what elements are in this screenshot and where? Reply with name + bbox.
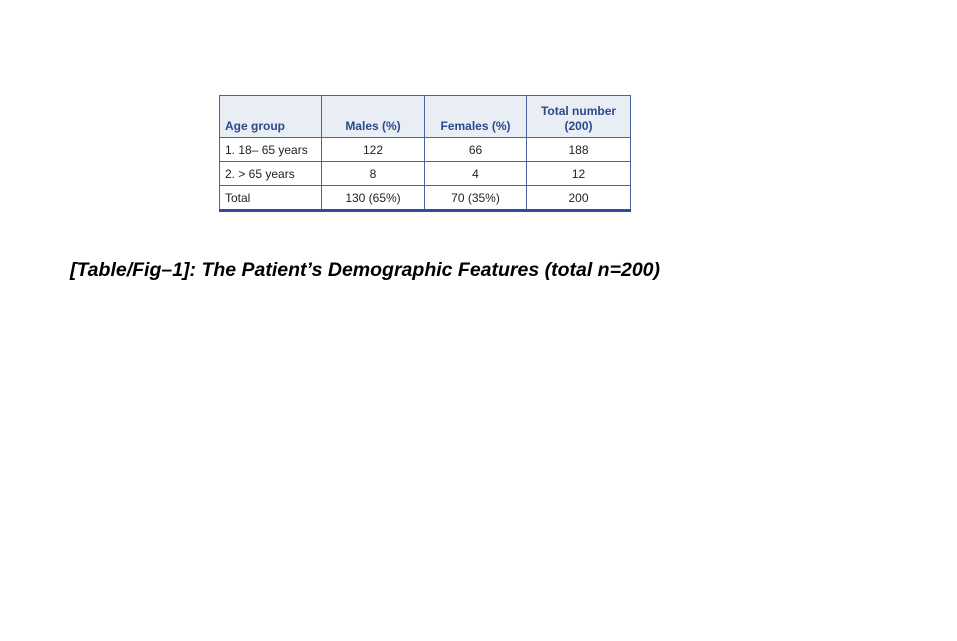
cell-males: 130 (65%) <box>321 185 425 211</box>
table-row: 2. > 65 years 8 4 12 <box>219 161 631 186</box>
header-females: Females (%) <box>424 95 527 138</box>
cell-males: 122 <box>321 137 425 162</box>
cell-age-group: 1. 18– 65 years <box>219 137 322 162</box>
header-total-number: Total number (200) <box>526 95 631 138</box>
cell-females: 4 <box>424 161 527 186</box>
cell-age-group: Total <box>219 185 322 211</box>
table-row: 1. 18– 65 years 122 66 188 <box>219 137 631 162</box>
demographics-table: Age group Males (%) Females (%) Total nu… <box>219 95 631 212</box>
cell-total: 200 <box>526 185 631 211</box>
table-caption: [Table/Fig–1]: The Patient’s Demographic… <box>70 259 661 281</box>
cell-females: 66 <box>424 137 527 162</box>
cell-males: 8 <box>321 161 425 186</box>
table-header-row: Age group Males (%) Females (%) Total nu… <box>219 95 631 138</box>
cell-females: 70 (35%) <box>424 185 527 211</box>
table-row-total: Total 130 (65%) 70 (35%) 200 <box>219 185 631 211</box>
header-males: Males (%) <box>321 95 425 138</box>
header-age-group: Age group <box>219 95 322 138</box>
cell-total: 188 <box>526 137 631 162</box>
cell-age-group: 2. > 65 years <box>219 161 322 186</box>
cell-total: 12 <box>526 161 631 186</box>
